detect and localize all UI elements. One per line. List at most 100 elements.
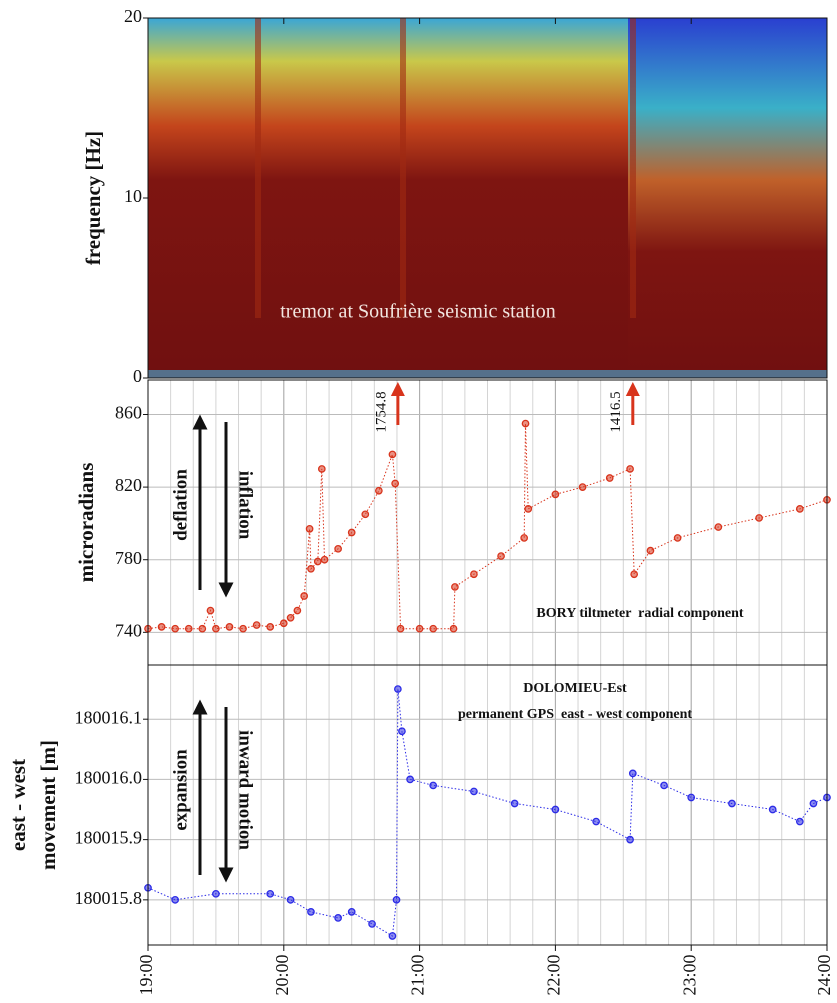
spectrogram-streak <box>630 18 636 318</box>
spectrogram-streak <box>255 18 261 318</box>
data-point <box>375 486 383 495</box>
data-point <box>266 623 275 631</box>
data-point <box>578 483 587 491</box>
annotation-label: 1416.5 <box>608 391 624 432</box>
data-point <box>809 799 818 808</box>
data-point <box>398 727 406 736</box>
data-point <box>429 624 438 633</box>
data-point <box>630 570 639 579</box>
data-point <box>361 510 370 519</box>
data-point <box>396 624 405 633</box>
data-point <box>521 419 530 428</box>
note: BORY tiltmeter radial component <box>536 606 743 621</box>
data-point <box>347 528 356 537</box>
data-point <box>626 465 634 473</box>
data-line <box>147 689 828 937</box>
data-line <box>147 423 828 630</box>
y-axis-label: movement [m] <box>36 740 60 870</box>
frame <box>147 664 828 946</box>
data-point <box>497 552 505 560</box>
data-point <box>551 805 560 814</box>
x-tick-label: 22:00 <box>544 954 564 995</box>
data-point <box>225 623 234 631</box>
annotation: tremor at Soufrière seismic station <box>280 301 555 323</box>
spectrogram-band <box>148 370 827 378</box>
data-point <box>212 889 220 898</box>
direction-label: inflation <box>235 471 256 540</box>
direction-label: expansion <box>170 749 191 831</box>
data-point <box>368 920 376 928</box>
data-point <box>286 613 295 622</box>
spectrogram-streak <box>400 18 406 318</box>
y-tick-label: 20 <box>124 6 142 26</box>
note: permanent GPS east - west component <box>458 707 692 722</box>
data-point <box>687 793 696 802</box>
data-point <box>391 479 400 488</box>
y-tick-label: 180016.0 <box>75 768 143 788</box>
note: DOLOMIEU-Est <box>523 681 627 696</box>
data-point <box>605 474 614 482</box>
y-tick-label: 180015.9 <box>75 828 143 848</box>
data-point <box>470 570 478 579</box>
data-point <box>795 505 804 513</box>
direction-label: inward motion <box>235 730 256 850</box>
data-point <box>266 889 275 898</box>
y-tick-label: 860 <box>115 403 142 423</box>
data-point <box>626 835 634 844</box>
annotation-arrowhead <box>390 382 405 396</box>
data-point <box>660 781 668 790</box>
data-point <box>394 685 402 693</box>
y-tick-label: 180015.8 <box>75 888 143 908</box>
y-axis-label: microradians <box>74 463 98 583</box>
y-tick-label: 820 <box>115 475 142 495</box>
data-point <box>388 932 397 940</box>
data-point <box>714 523 723 531</box>
data-point <box>520 534 529 542</box>
data-point <box>171 624 180 633</box>
data-point <box>286 895 295 904</box>
data-point <box>768 805 777 814</box>
data-point <box>184 624 193 633</box>
y-tick-label: 780 <box>115 548 142 568</box>
data-point <box>157 623 166 631</box>
x-tick-label: 20:00 <box>272 954 292 995</box>
direction-label: deflation <box>170 469 191 541</box>
data-point <box>293 606 302 615</box>
data-point <box>307 908 315 916</box>
y-tick-label: 180016.1 <box>75 707 143 727</box>
spectrogram <box>628 18 827 378</box>
data-point <box>795 817 804 826</box>
data-point <box>279 619 288 628</box>
data-point <box>307 564 315 573</box>
data-point <box>334 544 342 553</box>
y-tick-label: 0 <box>133 366 142 386</box>
x-tick-label: 21:00 <box>408 954 428 995</box>
data-point <box>755 514 763 522</box>
y-tick-label: 740 <box>115 620 142 640</box>
data-point <box>415 624 424 633</box>
data-point <box>728 799 736 808</box>
data-point <box>300 592 309 600</box>
x-tick-label: 24:00 <box>814 954 834 995</box>
data-point <box>198 624 207 633</box>
data-point <box>347 908 356 916</box>
data-point <box>470 787 478 796</box>
y-tick-label: 10 <box>124 186 142 206</box>
spectrogram <box>148 18 628 378</box>
data-point <box>212 624 220 633</box>
data-point <box>239 624 247 633</box>
data-point <box>171 895 180 904</box>
data-point <box>673 534 682 542</box>
data-point <box>592 817 600 826</box>
annotation-label: 1754.8 <box>373 391 389 432</box>
data-point <box>451 583 459 591</box>
y-axis-label: frequency [Hz] <box>81 131 105 265</box>
y-axis-label: east - west <box>6 759 30 851</box>
x-tick-label: 19:00 <box>136 954 156 995</box>
data-point <box>406 775 414 784</box>
data-point <box>429 781 438 790</box>
data-point <box>392 895 401 904</box>
data-point <box>628 769 637 778</box>
frame <box>147 17 828 379</box>
